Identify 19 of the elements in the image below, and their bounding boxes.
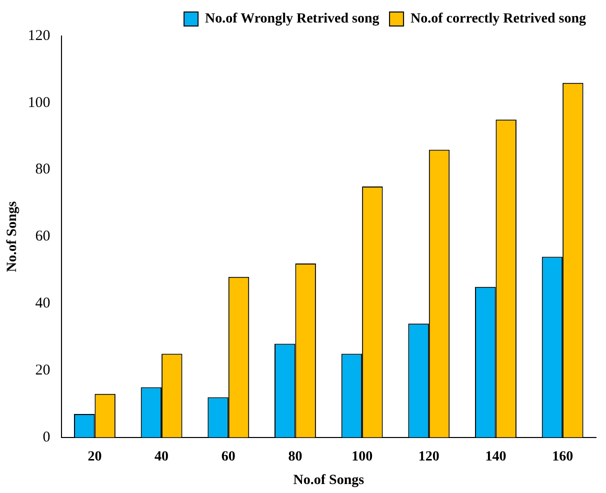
x-tick-label: 120 xyxy=(418,449,440,464)
y-tick-label: 40 xyxy=(35,296,50,312)
x-tick-label: 20 xyxy=(88,449,102,464)
legend-label: No.of Wrongly Retrived song xyxy=(205,12,380,27)
x-tick-label: 80 xyxy=(288,449,302,464)
y-tick-label: 20 xyxy=(35,362,50,378)
legend-label: No.of correctly Retrived song xyxy=(410,12,586,27)
x-tick-label: 40 xyxy=(154,449,169,464)
x-tick-label: 100 xyxy=(352,449,373,464)
y-tick-label: 80 xyxy=(35,162,50,178)
y-tick-label: 60 xyxy=(35,228,50,245)
x-axis-title: No.of Songs xyxy=(293,473,365,488)
y-tick-label: 120 xyxy=(28,28,50,44)
y-tick-label: 100 xyxy=(28,94,50,111)
x-tick-label: 60 xyxy=(221,449,236,464)
y-tick-label: 0 xyxy=(42,429,50,446)
x-tick-label: 140 xyxy=(485,449,506,464)
y-axis-title: No.of Songs xyxy=(5,200,20,272)
x-tick-label: 160 xyxy=(552,449,574,464)
